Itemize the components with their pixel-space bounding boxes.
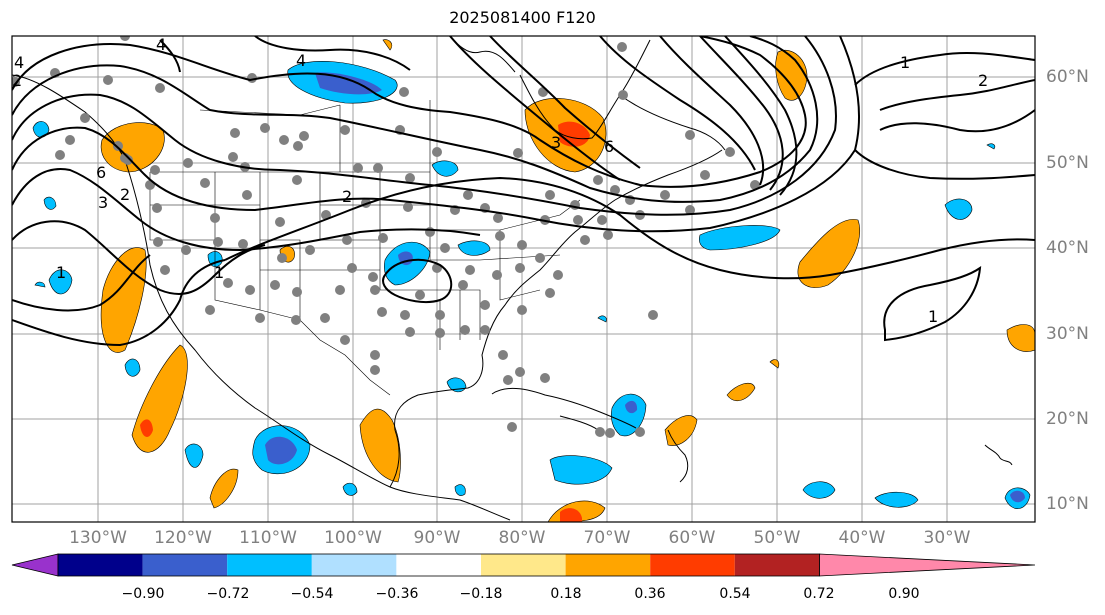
contour-label: 3 [98,193,108,212]
lon-label: 120°W [154,528,212,548]
lon-label: 50°W [753,528,801,548]
colorbar-segment [481,554,566,576]
strong-negative-anomaly-areas [265,72,1025,503]
contour-label: 2 [12,71,22,90]
colorbar-segment [311,554,397,576]
colorbar-segments [11,553,1036,577]
colorbar-tick-label: −0.18 [459,586,503,602]
map-frame [11,35,1036,523]
contour-label: 2 [342,187,352,206]
colorbar-segment [11,553,59,577]
contour-label: 3 [551,133,561,152]
colorbar-tick-label: 0.18 [550,586,582,602]
contour-label: 6 [96,163,106,182]
contour-label: 1 [928,307,938,326]
lon-label: 110°W [239,528,297,548]
contour-label: 4 [14,53,24,72]
lon-label: 90°W [413,528,461,548]
lon-label: 70°W [583,528,631,548]
colorbar-segment [396,554,481,576]
state-borders [149,100,581,396]
lat-label: 60°N [1046,67,1089,87]
lat-label: 40°N [1046,238,1089,258]
colorbar-segment [734,554,820,576]
colorbar-tick-label: −0.36 [375,586,419,602]
colorbar-tick-label: −0.72 [206,586,250,602]
colorbar [11,553,1036,577]
colorbar-segment [142,554,228,576]
colorbar-tick-label: 0.90 [888,586,920,602]
lon-label: 80°W [498,528,546,548]
lat-label: 10°N [1046,494,1089,514]
colorbar-segment [565,554,651,576]
colorbar-tick-label: −0.54 [290,586,334,602]
lon-label: 60°W [668,528,716,548]
colorbar-tick-label: 0.36 [634,586,666,602]
contour-label: 1 [214,263,224,282]
lon-label: 100°W [324,528,382,548]
colorbar-segment [819,553,1036,577]
contour-label-group: 4 4 4 3 2 1 2 3 6 1 2 1 1 2 6 [12,35,988,326]
lon-label: 40°W [838,528,886,548]
contour-lines [12,36,1035,347]
lon-label: 30°W [923,528,971,548]
colorbar-tick-label: −0.90 [121,586,165,602]
contour-label: 2 [120,185,130,204]
contour-label: 4 [296,51,306,70]
contour-label: 4 [156,35,166,54]
lat-label: 20°N [1046,409,1089,429]
colorbar-segment [650,554,735,576]
colorbar-segment [227,554,312,576]
colorbar-tick-label: 0.54 [719,586,751,602]
colorbar-segment [58,554,143,576]
lat-label: 50°N [1046,153,1089,173]
lat-label: 30°N [1046,324,1089,344]
plot-title: 2025081400 F120 [449,8,596,27]
contour-label: 6 [604,137,614,156]
contour-label: 1 [56,263,66,282]
contour-label: 2 [978,71,988,90]
negative-anomaly-areas [32,61,1031,509]
colorbar-tick-label: 0.72 [803,586,835,602]
lon-label: 130°W [69,528,127,548]
contour-label: 1 [900,53,910,72]
colorbar-outline [57,553,820,577]
